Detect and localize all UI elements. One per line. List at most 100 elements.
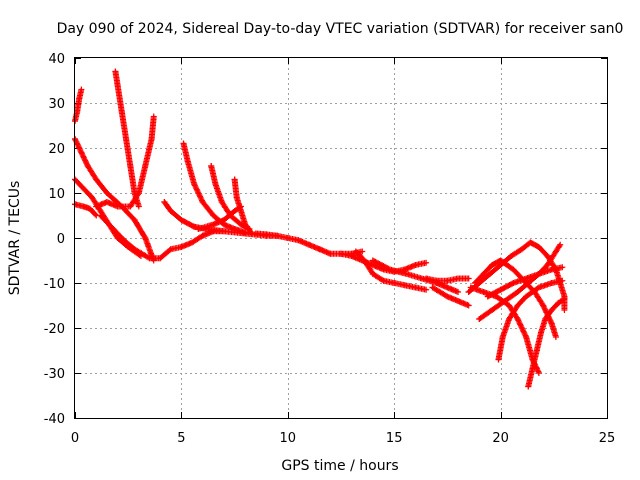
series-arc23 xyxy=(495,277,566,363)
data-point xyxy=(76,95,83,102)
data-point xyxy=(120,237,127,244)
data-point xyxy=(455,289,462,295)
data-point xyxy=(93,203,100,210)
data-point xyxy=(523,334,530,340)
data-point xyxy=(514,289,521,295)
x-tick-label: 25 xyxy=(599,431,616,446)
y-tick-label: 0 xyxy=(57,232,65,247)
data-point xyxy=(359,248,366,255)
data-point xyxy=(544,253,551,259)
data-point xyxy=(127,203,134,210)
data-point xyxy=(338,250,344,257)
data-point xyxy=(533,347,540,354)
data-points xyxy=(72,68,568,390)
data-point xyxy=(148,136,155,142)
data-point-run xyxy=(401,282,417,291)
data-point xyxy=(242,221,249,228)
data-point xyxy=(552,248,559,255)
data-point xyxy=(218,199,225,205)
data-point-run xyxy=(444,275,460,284)
data-point-run xyxy=(148,115,157,142)
series-arc5 xyxy=(112,68,142,210)
x-tick-label: 10 xyxy=(280,431,297,446)
series-arc17 xyxy=(423,275,472,284)
data-point-run xyxy=(412,284,428,293)
y-tick-label: 40 xyxy=(48,52,65,67)
data-point xyxy=(161,199,168,205)
data-point xyxy=(544,262,551,268)
data-point xyxy=(548,280,555,286)
data-point xyxy=(131,246,138,253)
data-point xyxy=(510,280,517,286)
data-point xyxy=(369,257,376,264)
data-point xyxy=(386,266,393,273)
data-point xyxy=(80,185,87,192)
data-point xyxy=(348,253,355,259)
y-axis: -40 -30 -20 -10 0 10 20 30 40 xyxy=(44,52,607,427)
data-point xyxy=(74,109,81,115)
series-arc12 xyxy=(195,203,244,232)
data-point xyxy=(78,149,85,156)
data-point xyxy=(80,203,87,210)
data-point xyxy=(484,293,491,300)
data-point xyxy=(510,266,517,273)
data-point xyxy=(157,255,164,262)
data-point-run xyxy=(338,250,354,259)
series-arc4 xyxy=(72,201,100,219)
data-point xyxy=(555,300,562,307)
data-point xyxy=(191,223,198,230)
data-point xyxy=(508,253,515,259)
data-point xyxy=(114,203,121,210)
data-point xyxy=(84,163,91,169)
data-point xyxy=(465,302,472,309)
data-point xyxy=(93,176,100,183)
data-point-run xyxy=(495,335,506,363)
data-point-run xyxy=(274,232,290,241)
data-point xyxy=(295,237,302,244)
data-point xyxy=(401,282,408,289)
data-point xyxy=(110,226,117,232)
data-point xyxy=(180,140,187,147)
series-arc24 xyxy=(525,295,568,390)
data-point xyxy=(369,271,376,277)
data-point xyxy=(548,320,555,327)
data-point xyxy=(89,194,96,201)
data-point xyxy=(506,316,513,322)
data-point xyxy=(412,262,419,268)
x-axis-label: GPS time / hours xyxy=(281,458,398,474)
data-point xyxy=(210,212,217,219)
data-point xyxy=(242,229,249,236)
data-point xyxy=(135,203,142,210)
data-point xyxy=(480,289,487,295)
data-point xyxy=(114,82,121,88)
data-point xyxy=(361,257,368,264)
chart-title: Day 090 of 2024, Sidereal Day-to-day VTE… xyxy=(57,21,624,37)
data-point xyxy=(535,284,542,291)
data-point xyxy=(195,226,202,232)
data-point xyxy=(527,239,534,246)
series-arc21 xyxy=(476,241,564,322)
data-point xyxy=(403,271,410,277)
x-tick-label: 15 xyxy=(386,431,403,446)
data-point xyxy=(97,212,104,219)
data-point xyxy=(142,163,149,169)
plot-frame xyxy=(74,57,608,419)
data-point xyxy=(540,302,547,309)
y-tick-label: 20 xyxy=(48,142,65,157)
data-point xyxy=(535,244,542,250)
data-point xyxy=(548,307,555,313)
data-point xyxy=(135,190,142,196)
y-tick-label: -40 xyxy=(44,412,65,427)
series-arc1 xyxy=(72,86,85,124)
data-point xyxy=(103,199,110,205)
data-point xyxy=(352,248,359,255)
data-point xyxy=(433,277,440,284)
data-point xyxy=(480,271,487,277)
data-point xyxy=(525,280,532,286)
data-point xyxy=(103,190,110,196)
data-point xyxy=(189,239,196,246)
data-point xyxy=(444,284,451,291)
data-point xyxy=(467,284,474,291)
data-point xyxy=(78,86,85,93)
